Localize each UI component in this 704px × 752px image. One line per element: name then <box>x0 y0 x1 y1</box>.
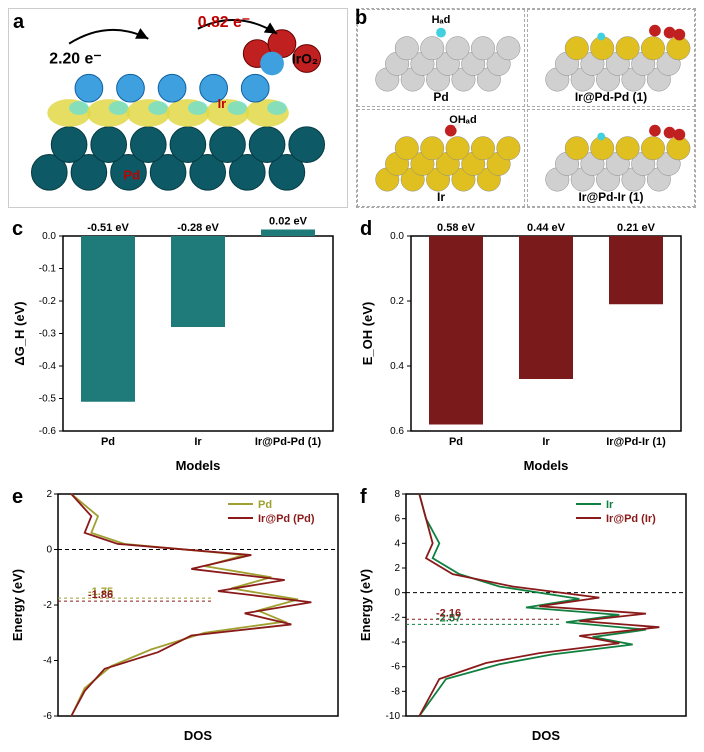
panel-b: b Hₐd Pd Ir@Pd-Pd (1) OHₐd Ir Ir@Pd-Ir (… <box>356 8 696 208</box>
svg-text:DOS: DOS <box>184 728 213 743</box>
panel-d-svg: 0.0 0.2 0.4 0.6 0.58 eV Pd 0.44 eV Ir 0.21 eV Ir@… <box>356 216 696 476</box>
model-ir: OHₐd Ir <box>357 109 525 207</box>
svg-text:Ir: Ir <box>542 436 550 448</box>
svg-text:0.44 eV: 0.44 eV <box>527 222 566 234</box>
model-irpd-ir-caption: Ir@Pd-Ir (1) <box>528 190 694 204</box>
svg-text:2: 2 <box>394 563 400 574</box>
panel-f: f -10-8-6-4-202468-2.57-2.16IrIr@Pd (Ir)… <box>356 484 696 744</box>
svg-text:-6: -6 <box>391 662 400 673</box>
model-ir-caption: Ir <box>358 190 524 204</box>
svg-text:DOS: DOS <box>532 728 561 743</box>
svg-text:Ir@Pd (Ir): Ir@Pd (Ir) <box>606 513 656 525</box>
model-irpd-pd: Ir@Pd-Pd (1) <box>527 9 695 107</box>
svg-text:0.02 eV: 0.02 eV <box>269 216 308 228</box>
had-label: Hₐd <box>432 14 451 26</box>
ohad-label: OHₐd <box>449 114 476 126</box>
svg-text:Ir@Pd (Pd): Ir@Pd (Pd) <box>258 513 315 525</box>
figure-grid: a 2.20 e⁻ 0.82 e⁻ IrO₂ Ir Pd b Hₐd Pd <box>8 8 696 744</box>
svg-text:-4: -4 <box>391 637 400 648</box>
svg-text:Ir: Ir <box>194 436 202 448</box>
svg-text:0.4: 0.4 <box>390 361 404 372</box>
panel-a: a 2.20 e⁻ 0.82 e⁻ IrO₂ Ir Pd <box>8 8 348 208</box>
svg-text:8: 8 <box>394 489 400 500</box>
svg-text:-0.28 eV: -0.28 eV <box>177 222 219 234</box>
svg-text:Models: Models <box>524 458 569 473</box>
panel-d-label: d <box>360 218 372 241</box>
svg-text:Pd: Pd <box>449 436 463 448</box>
svg-text:Ir@Pd-Ir (1): Ir@Pd-Ir (1) <box>606 436 666 448</box>
svg-text:E_OH (eV): E_OH (eV) <box>360 302 375 366</box>
panel-c-label: c <box>12 218 23 241</box>
model-irpd-pd-caption: Ir@Pd-Pd (1) <box>528 90 694 104</box>
panel-f-label: f <box>360 486 367 509</box>
svg-text:-0.5: -0.5 <box>39 394 57 405</box>
annot-e2: 0.82 e⁻ <box>198 14 250 31</box>
svg-text:-0.1: -0.1 <box>39 264 57 275</box>
svg-text:-1.86: -1.86 <box>88 589 113 601</box>
panel-e-label: e <box>12 486 23 509</box>
panel-a-svg: 2.20 e⁻ 0.82 e⁻ IrO₂ Ir Pd <box>9 9 347 207</box>
model-pd-caption: Pd <box>358 90 524 104</box>
svg-text:-2.16: -2.16 <box>436 607 461 619</box>
svg-text:0: 0 <box>394 588 400 599</box>
svg-text:0: 0 <box>46 545 52 556</box>
annot-e1: 2.20 e⁻ <box>49 50 101 67</box>
svg-text:0.0: 0.0 <box>42 231 56 242</box>
svg-text:-10: -10 <box>386 711 401 722</box>
svg-text:Ir@Pd-Pd (1): Ir@Pd-Pd (1) <box>255 436 322 448</box>
panel-e: e -6-4-202-1.75-1.86PdIr@Pd (Pd)Energy (… <box>8 484 348 744</box>
model-irpd-ir: Ir@Pd-Ir (1) <box>527 109 695 207</box>
svg-text:Models: Models <box>176 458 221 473</box>
svg-text:Energy (eV): Energy (eV) <box>358 569 373 641</box>
svg-text:-8: -8 <box>391 686 400 697</box>
svg-text:0.2: 0.2 <box>390 296 404 307</box>
svg-text:0.6: 0.6 <box>390 426 404 437</box>
panel-f-svg: -10-8-6-4-202468-2.57-2.16IrIr@Pd (Ir)En… <box>356 484 696 744</box>
annot-ir: Ir <box>218 96 227 111</box>
svg-text:0.21 eV: 0.21 eV <box>617 222 656 234</box>
svg-text:-2: -2 <box>43 600 52 611</box>
panel-e-svg: -6-4-202-1.75-1.86PdIr@Pd (Pd)Energy (eV… <box>8 484 348 744</box>
annot-pd: Pd <box>124 167 140 182</box>
panel-d: d 0.0 0.2 0.4 0.6 0.58 eV Pd 0.44 eV Ir 0.21 eV I… <box>356 216 696 476</box>
svg-text:Ir: Ir <box>606 499 614 511</box>
svg-text:2: 2 <box>46 489 52 500</box>
svg-text:-0.51 eV: -0.51 eV <box>87 222 129 234</box>
svg-text:Energy (eV): Energy (eV) <box>10 569 25 641</box>
panel-c-svg: 0.0 -0.1 -0.2 -0.3 -0.4 -0.5 -0.6 -0.51 eV Pd -0.… <box>8 216 348 476</box>
svg-text:6: 6 <box>394 514 400 525</box>
svg-text:-6: -6 <box>43 711 52 722</box>
svg-text:-0.4: -0.4 <box>39 361 57 372</box>
svg-text:-4: -4 <box>43 656 52 667</box>
panel-a-label: a <box>13 11 24 34</box>
svg-text:Pd: Pd <box>101 436 115 448</box>
svg-text:-0.3: -0.3 <box>39 329 57 340</box>
svg-text:-2: -2 <box>391 612 400 623</box>
svg-text:-0.6: -0.6 <box>39 426 57 437</box>
svg-text:0.0: 0.0 <box>390 231 404 242</box>
svg-text:0.58 eV: 0.58 eV <box>437 222 476 234</box>
panel-b-label: b <box>355 7 367 30</box>
svg-text:Pd: Pd <box>258 499 272 511</box>
annot-iro2: IrO₂ <box>292 50 318 66</box>
svg-text:-0.2: -0.2 <box>39 296 57 307</box>
arrow-1 <box>69 30 148 44</box>
panel-c: c 0.0 -0.1 -0.2 -0.3 -0.4 -0.5 -0.6 -0.51 eV Pd -… <box>8 216 348 476</box>
svg-text:ΔG_H (eV): ΔG_H (eV) <box>12 301 27 365</box>
svg-text:4: 4 <box>394 538 400 549</box>
model-pd: Hₐd Pd <box>357 9 525 107</box>
